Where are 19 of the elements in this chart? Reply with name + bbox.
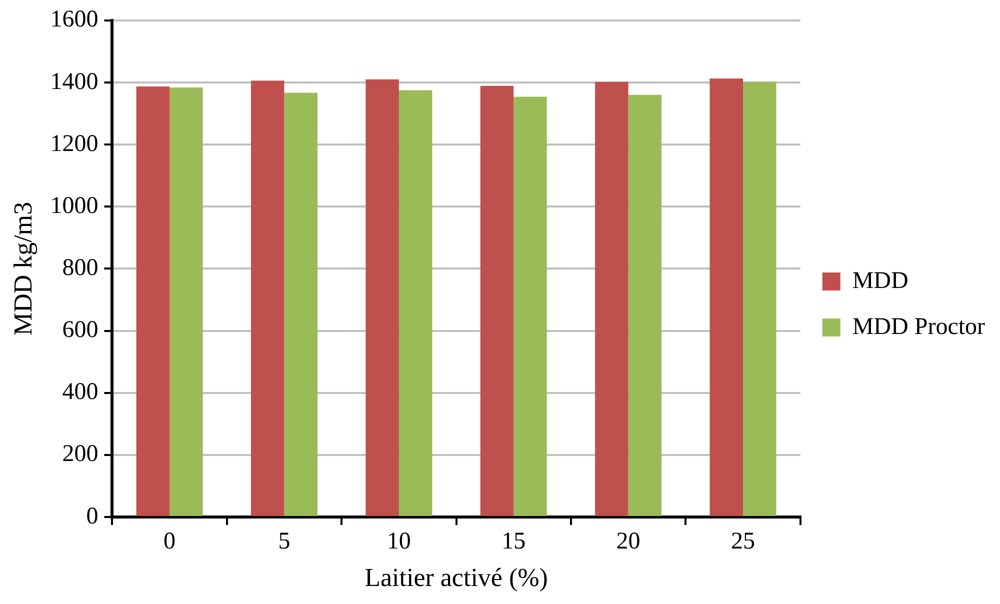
legend-label: MDD Proctor bbox=[852, 314, 986, 340]
legend-label: MDD bbox=[852, 268, 908, 294]
x-tick-label: 0 bbox=[164, 528, 176, 555]
x-tick-label: 20 bbox=[616, 528, 640, 555]
x-axis-title: Laitier activé (%) bbox=[364, 563, 548, 592]
x-tick-label: 25 bbox=[731, 528, 755, 555]
x-tick-label: 10 bbox=[386, 528, 411, 555]
y-tick-label: 400 bbox=[62, 379, 98, 406]
y-tick-label: 800 bbox=[62, 254, 98, 281]
y-tick-label: 600 bbox=[62, 317, 98, 344]
y-tick-label: 1000 bbox=[50, 192, 98, 219]
y-axis-title: MDD kg/m3 bbox=[8, 202, 38, 336]
y-tick-label: 0 bbox=[86, 503, 98, 530]
y-tick-label: 1400 bbox=[50, 68, 98, 95]
y-tick-label: 1200 bbox=[50, 130, 98, 157]
x-tick-label: 5 bbox=[278, 528, 290, 555]
y-tick-label: 1600 bbox=[50, 6, 98, 33]
x-tick-label: 15 bbox=[502, 528, 526, 555]
y-tick-label: 200 bbox=[62, 441, 98, 468]
